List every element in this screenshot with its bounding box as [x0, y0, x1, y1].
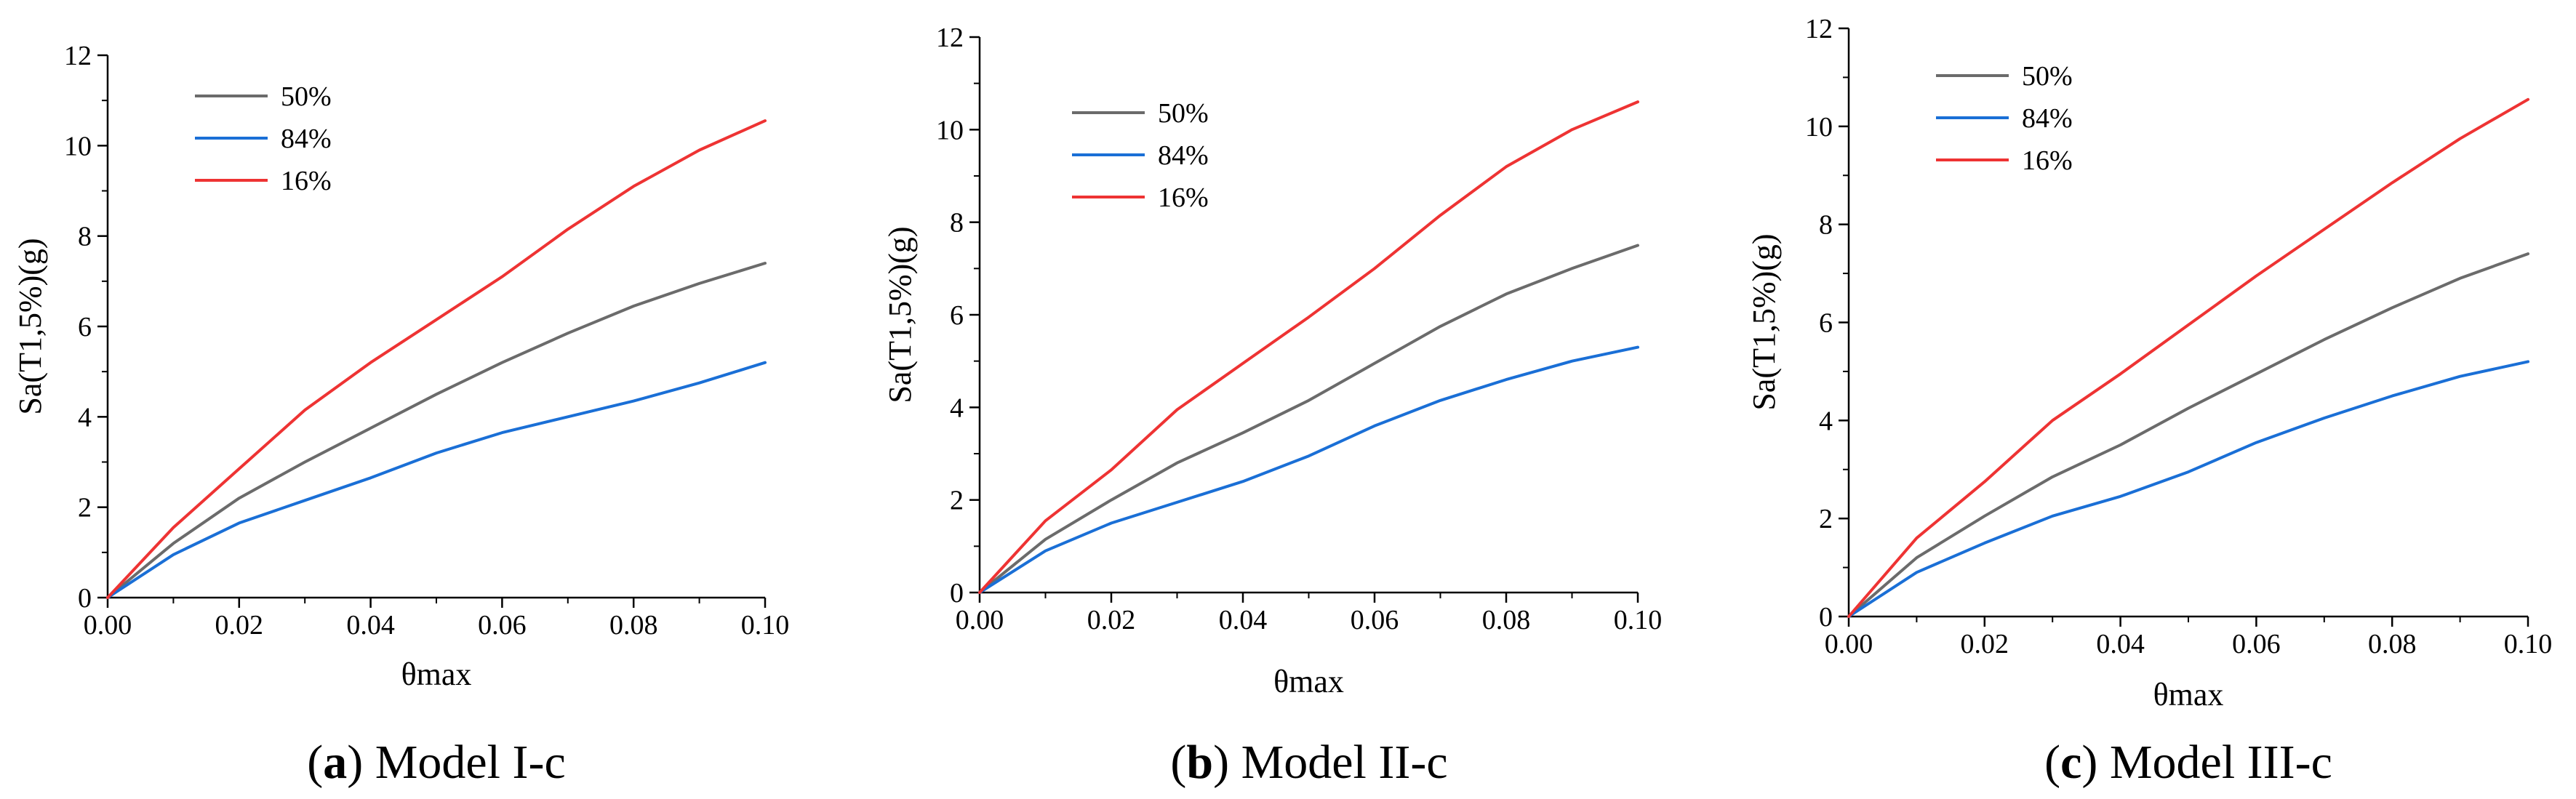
y-tick-label: 12: [1805, 14, 1833, 44]
y-tick-label: 10: [64, 131, 92, 161]
caption-letter: b: [1186, 736, 1213, 789]
caption-paren-close: ): [2081, 736, 2109, 789]
y-tick-label: 4: [78, 402, 92, 433]
x-tick-label: 0.10: [741, 610, 790, 641]
y-tick-label: 0: [1819, 602, 1833, 633]
caption-paren-open: (: [1170, 736, 1186, 789]
legend-label: 50%: [2022, 61, 2073, 92]
legend-label: 16%: [1158, 182, 1209, 213]
legend-label: 84%: [281, 124, 332, 154]
x-tick-label: 0.00: [1825, 629, 1873, 659]
caption-title: Model III-c: [2110, 736, 2332, 789]
y-tick-label: 10: [1805, 112, 1833, 142]
y-tick-label: 0: [78, 583, 92, 614]
legend-label: 84%: [2022, 103, 2073, 134]
panel-caption: (a) Model I-c: [307, 736, 566, 789]
x-axis-title: θmax: [1273, 664, 1344, 699]
chart-panel-b: 0.00 0.02 0.04 0.06 0.08 0.10 0 2 4 6 8 10 12 Sa(T1,5…: [882, 23, 1662, 789]
y-tick-label: 6: [950, 300, 964, 331]
x-tick-label: 0.06: [1351, 605, 1399, 635]
series-line-50pct: [1847, 252, 2529, 618]
y-tick-label: 6: [78, 312, 92, 342]
y-tick-label: 6: [1819, 308, 1833, 339]
caption-paren-close: ): [347, 736, 375, 789]
panel-caption: (b) Model II-c: [1170, 736, 1447, 789]
series-line-16pct: [978, 100, 1639, 594]
x-tick-label: 0.00: [956, 605, 1004, 635]
caption-paren-close: ): [1213, 736, 1241, 789]
legend-label: 50%: [281, 81, 332, 112]
legend-label: 50%: [1158, 98, 1209, 129]
y-axis-title: Sa(T1,5%)(g): [882, 226, 918, 403]
y-tick-label: 10: [936, 115, 964, 145]
x-tick-label: 0.10: [1614, 605, 1663, 635]
series-line-16pct: [1847, 97, 2529, 618]
series-line-84pct: [106, 361, 767, 599]
legend-label: 16%: [2022, 145, 2073, 176]
x-axis-title: θmax: [2153, 677, 2224, 712]
series-line-50pct: [978, 244, 1639, 594]
x-tick-label: 0.10: [2504, 629, 2553, 659]
y-tick-label: 2: [950, 486, 964, 516]
caption-letter: c: [2060, 736, 2081, 789]
legend-label: 84%: [1158, 140, 1209, 171]
x-tick-label: 0.02: [1961, 629, 2009, 659]
legend-label: 16%: [281, 166, 332, 196]
caption-title: Model I-c: [375, 736, 566, 789]
x-tick-label: 0.08: [1482, 605, 1531, 635]
y-tick-label: 4: [1819, 406, 1833, 436]
series-line-50pct: [106, 262, 767, 599]
series-line-16pct: [106, 119, 767, 599]
y-tick-label: 2: [1819, 504, 1833, 534]
caption-letter: a: [323, 736, 347, 789]
y-tick-label: 8: [78, 222, 92, 252]
y-axis-title: Sa(T1,5%)(g): [12, 238, 48, 414]
x-tick-label: 0.06: [2232, 629, 2281, 659]
x-tick-label: 0.04: [346, 610, 395, 641]
x-tick-label: 0.06: [478, 610, 527, 641]
y-tick-label: 8: [1819, 210, 1833, 241]
x-tick-label: 0.02: [215, 610, 264, 641]
panel-caption: (c) Model III-c: [2044, 736, 2332, 789]
y-tick-label: 4: [950, 393, 964, 423]
chart-panel-c: 0.00 0.02 0.04 0.06 0.08 0.10 0 2 4 6 8 10 12 Sa(T1,5…: [1746, 14, 2552, 789]
series-line-84pct: [978, 345, 1639, 594]
y-tick-label: 12: [936, 23, 964, 53]
x-axis-title: θmax: [401, 657, 472, 692]
chart-panel-a: 0.00 0.02 0.04 0.06 0.08 0.10 0 2 4 6 8 10 12 Sa(T1,5…: [12, 41, 789, 789]
caption-title: Model II-c: [1241, 736, 1448, 789]
y-tick-label: 12: [64, 41, 92, 71]
x-tick-label: 0.08: [609, 610, 658, 641]
y-tick-label: 0: [950, 578, 964, 609]
caption-paren-open: (: [307, 736, 323, 789]
series-line-84pct: [1847, 360, 2529, 618]
x-tick-label: 0.04: [1219, 605, 1268, 635]
y-axis-title: Sa(T1,5%)(g): [1746, 233, 1782, 410]
y-tick-label: 8: [950, 208, 964, 238]
y-tick-label: 2: [78, 493, 92, 523]
x-tick-label: 0.08: [2368, 629, 2417, 659]
x-tick-label: 0.00: [84, 610, 132, 641]
caption-paren-open: (: [2044, 736, 2060, 789]
x-tick-label: 0.04: [2096, 629, 2145, 659]
x-tick-label: 0.02: [1087, 605, 1136, 635]
